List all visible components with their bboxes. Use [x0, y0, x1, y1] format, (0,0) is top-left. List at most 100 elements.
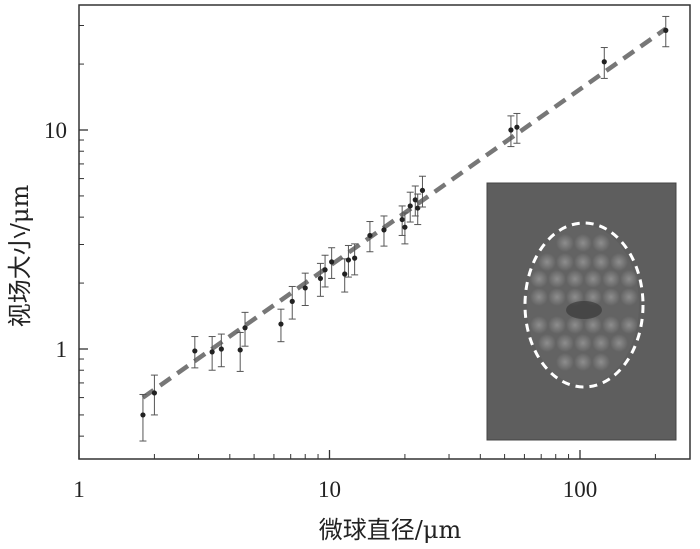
point-marker — [412, 197, 418, 203]
point-marker — [218, 346, 224, 352]
point-marker — [381, 227, 387, 233]
inset-image — [486, 182, 677, 441]
data-point — [406, 191, 414, 223]
inset-spot — [602, 288, 620, 306]
point-marker — [352, 255, 358, 261]
data-point — [150, 374, 158, 416]
point-marker — [302, 285, 308, 291]
inset-spot — [556, 353, 574, 371]
data-point — [236, 331, 244, 372]
y-axis-label: 视场大小/μm — [6, 185, 34, 328]
point-marker — [289, 298, 295, 304]
data-point — [301, 272, 309, 306]
point-marker — [402, 224, 408, 230]
point-marker — [399, 216, 405, 223]
inset-spot — [530, 288, 548, 306]
point-marker — [514, 124, 520, 130]
inset-spot — [602, 316, 620, 334]
point-marker — [151, 390, 158, 396]
point-marker — [407, 203, 413, 209]
data-point — [351, 243, 359, 276]
inset-spot — [548, 316, 566, 334]
data-point — [341, 258, 349, 293]
point-marker — [601, 59, 607, 65]
point-marker — [415, 205, 421, 211]
inset-spot — [566, 270, 584, 288]
point-marker — [663, 27, 669, 33]
data-point — [208, 336, 216, 371]
point-marker — [242, 325, 248, 331]
point-marker — [192, 348, 198, 354]
inset-spot — [620, 316, 638, 334]
point-marker — [342, 271, 348, 277]
inset-spot — [584, 316, 602, 334]
inset-spot — [548, 270, 566, 288]
point-marker — [322, 267, 328, 273]
inset-spot — [556, 334, 574, 352]
plot-border — [78, 4, 691, 460]
inset-spot — [556, 234, 574, 252]
data-point — [507, 115, 515, 148]
inset-spot — [592, 353, 610, 371]
data-point — [418, 175, 426, 208]
inset-spot — [592, 234, 610, 252]
inset-spot — [592, 253, 610, 271]
point-marker — [329, 259, 335, 265]
inset-spot — [574, 334, 592, 352]
point-marker — [508, 127, 514, 133]
point-marker — [278, 321, 284, 327]
inset-spot — [620, 270, 638, 288]
inset-spot — [530, 316, 548, 334]
data-point — [380, 215, 388, 247]
inset-spot — [538, 334, 556, 352]
point-marker — [237, 347, 243, 353]
data-point — [513, 112, 521, 144]
data-point — [662, 15, 670, 48]
point-marker — [209, 349, 215, 355]
data-point — [401, 212, 409, 245]
data-points — [139, 15, 670, 442]
data-point — [241, 311, 249, 347]
data-point — [321, 254, 329, 288]
axes: 1 10 100 1 10 — [44, 25, 656, 502]
inset-spots — [530, 234, 638, 371]
inset-spot — [574, 253, 592, 271]
data-point — [316, 262, 324, 297]
plot-frame — [78, 4, 691, 460]
data-point — [139, 393, 147, 442]
x-tick-label: 10 — [318, 477, 341, 502]
inset-spot — [610, 253, 628, 271]
x-axis-label: 微球直径/μm — [319, 516, 462, 544]
inset-spot — [530, 270, 548, 288]
y-tick-label: 10 — [44, 118, 67, 143]
inset-spot — [584, 270, 602, 288]
inset-spot — [556, 253, 574, 271]
data-point — [398, 205, 406, 236]
y-tick-label: 1 — [56, 337, 68, 362]
inset-spot — [620, 288, 638, 306]
point-marker — [419, 187, 426, 193]
inset-spot — [548, 288, 566, 306]
data-point — [277, 308, 285, 343]
data-point — [366, 221, 374, 253]
point-marker — [317, 275, 324, 282]
inset-spot — [602, 270, 620, 288]
inset-ellipse — [523, 221, 645, 389]
data-point — [328, 247, 336, 279]
inset-spot — [574, 353, 592, 371]
inset-spot — [592, 334, 610, 352]
data-point — [191, 336, 199, 369]
inset-spot — [574, 234, 592, 252]
x-tick-label: 1 — [73, 477, 85, 502]
data-point — [344, 244, 352, 278]
inset-dark-center — [566, 301, 602, 319]
data-point — [288, 285, 296, 320]
data-point — [217, 333, 225, 368]
point-marker — [367, 232, 373, 239]
inset-spot — [538, 253, 556, 271]
point-marker — [345, 257, 352, 263]
inset-spot — [566, 316, 584, 334]
data-point — [600, 47, 608, 79]
x-tick-label: 100 — [563, 477, 598, 502]
